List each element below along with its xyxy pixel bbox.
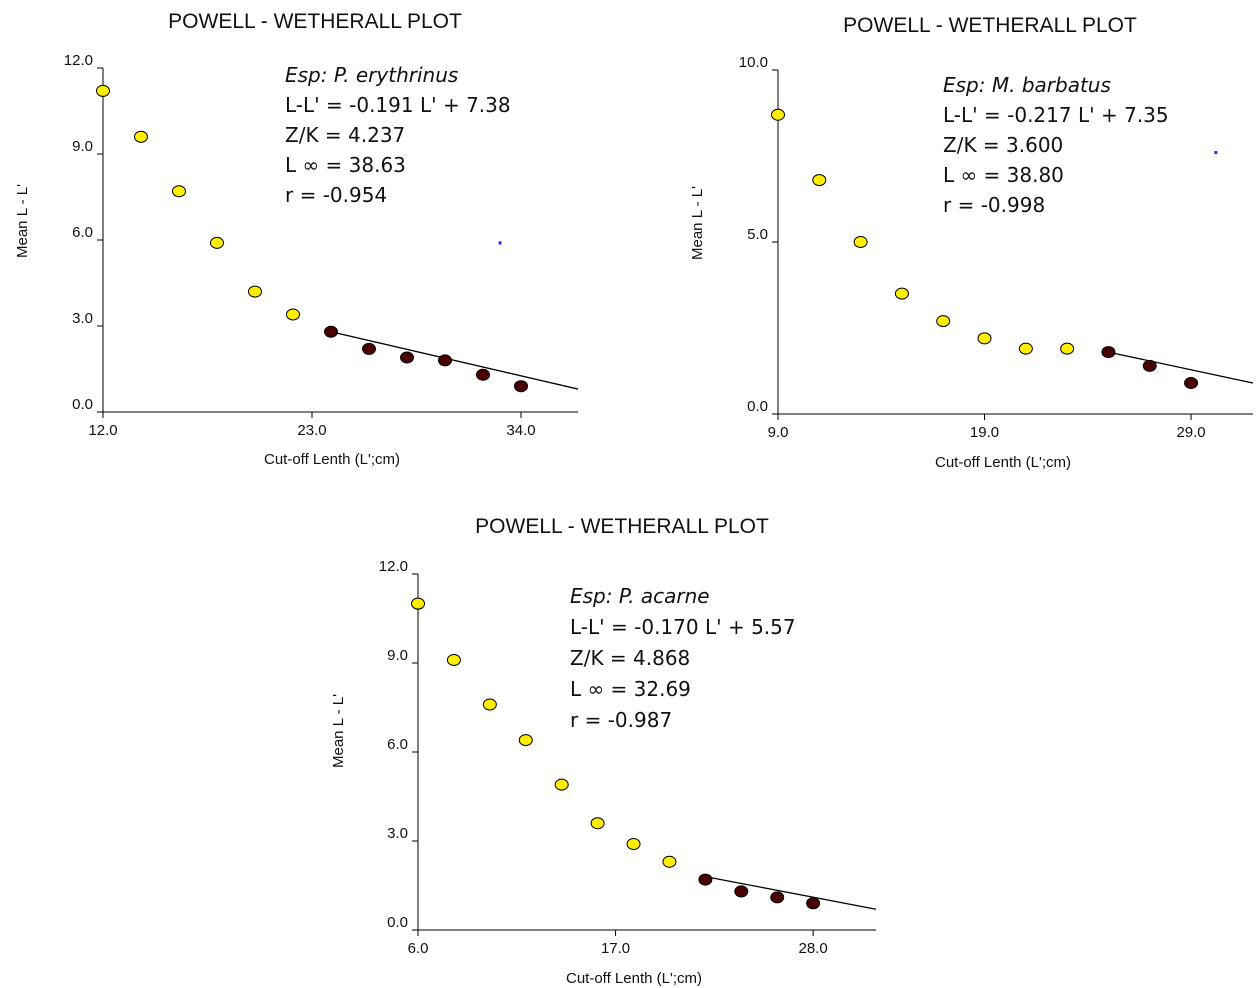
chart-title: POWELL - WETHERALL PLOT: [475, 515, 769, 538]
data-point-fitted: [1142, 359, 1157, 372]
x-axis-label: Cut-off Lenth (L';cm): [264, 451, 400, 468]
x-tick-label: 29.0: [1176, 424, 1205, 441]
x-axis-label: Cut-off Lenth (L';cm): [935, 454, 1071, 471]
data-point-excluded: [96, 84, 110, 97]
y-axis-label: Mean L - L': [689, 186, 706, 260]
zk-ratio: Z/K = 3.600: [943, 133, 1063, 157]
y-tick-label: 10.0: [739, 54, 768, 71]
correlation-r: r = -0.987: [570, 708, 672, 732]
data-point-excluded: [134, 130, 148, 143]
x-tick-label: 17.0: [601, 940, 630, 957]
x-axis-label: Cut-off Lenth (L';cm): [566, 970, 702, 987]
y-tick-label: 6.0: [72, 224, 93, 241]
data-point-excluded: [626, 837, 641, 850]
y-tick-label: 9.0: [387, 647, 408, 664]
data-point-fitted: [1184, 377, 1199, 390]
data-point-fitted: [476, 368, 490, 381]
y-axis-label: Mean L - L': [330, 694, 347, 768]
correlation-r: r = -0.954: [285, 183, 387, 207]
x-tick-label: 23.0: [297, 422, 326, 439]
data-point-excluded: [1018, 342, 1033, 355]
species-label: Esp: M. barbatus: [943, 73, 1111, 97]
plot-marks: 0.0 5.0 10.0 9.0 19.0 29.0: [739, 54, 1254, 441]
linf-value: L ∞ = 38.80: [943, 163, 1064, 187]
y-tick-label: 12.0: [64, 52, 93, 69]
y-tick-label: 0.0: [387, 914, 408, 931]
zk-ratio: Z/K = 4.237: [285, 123, 405, 147]
regression-line: [1108, 351, 1254, 384]
data-point-fitted: [1101, 346, 1116, 359]
zk-ratio: Z/K = 4.868: [570, 646, 690, 670]
chart-title: POWELL - WETHERALL PLOT: [843, 14, 1137, 37]
data-point-excluded: [936, 315, 951, 328]
data-point-fitted: [362, 342, 376, 355]
data-point-excluded: [977, 332, 992, 345]
y-axis-label: Mean L - L': [14, 184, 31, 258]
x-tick-label: 12.0: [88, 422, 117, 439]
data-point-excluded: [554, 778, 569, 791]
panel-m-barbatus: POWELL - WETHERALL PLOT 0.0 5.0 10.0 9.0 19.…: [689, 14, 1254, 471]
data-point-excluded: [248, 285, 262, 298]
data-point-excluded: [482, 698, 497, 711]
data-point-excluded: [411, 597, 425, 610]
data-point-excluded: [446, 654, 461, 667]
x-tick-label: 19.0: [970, 424, 999, 441]
y-tick-label: 12.0: [379, 558, 408, 575]
data-point-fitted: [514, 380, 528, 393]
linf-value: L ∞ = 32.69: [570, 677, 691, 701]
x-tick-label: 28.0: [799, 940, 828, 957]
y-tick-label: 3.0: [72, 310, 93, 327]
regression-equation: L-L' = -0.217 L' + 7.35: [943, 103, 1169, 127]
regression-equation: L-L' = -0.191 L' + 7.38: [285, 93, 511, 117]
chart-title: POWELL - WETHERALL PLOT: [168, 10, 462, 33]
y-tick-label: 0.0: [72, 396, 93, 413]
species-label: Esp: P. acarne: [570, 584, 710, 608]
data-point-fitted: [734, 885, 749, 898]
data-point-excluded: [286, 308, 300, 321]
data-point-excluded: [518, 734, 533, 747]
x-tick-label: 34.0: [506, 422, 535, 439]
linf-value: L ∞ = 38.63: [285, 153, 406, 177]
plot-marks: 0.0 3.0 6.0 9.0 12.0 12.0 23.0 34.0: [64, 52, 579, 439]
data-point-excluded: [662, 855, 677, 868]
data-point-excluded: [210, 236, 224, 249]
data-point-excluded: [812, 174, 827, 187]
x-tick-label: 9.0: [768, 424, 789, 441]
data-point-fitted: [806, 897, 821, 910]
y-tick-label: 3.0: [387, 825, 408, 842]
data-point-excluded: [590, 817, 605, 830]
data-point-excluded: [771, 108, 785, 121]
plot-marks: 0.0 3.0 6.0 9.0 12.0 6.0 17.0 28.0: [379, 558, 877, 957]
panel-p-acarne: POWELL - WETHERALL PLOT 0.0 3.0 6.0 9.0 12.0…: [330, 515, 877, 987]
stray-point: [498, 241, 502, 245]
panel-p-erythrinus: POWELL - WETHERALL PLOT 0.0 3.0 6.0 9.0 12.0…: [14, 10, 579, 468]
y-tick-label: 9.0: [72, 138, 93, 155]
data-point-excluded: [894, 287, 909, 300]
y-tick-label: 5.0: [747, 226, 768, 243]
data-point-fitted: [770, 891, 785, 904]
stray-point: [1214, 151, 1218, 155]
y-tick-label: 0.0: [747, 398, 768, 415]
y-tick-label: 6.0: [387, 736, 408, 753]
x-tick-label: 6.0: [408, 940, 429, 957]
data-point-fitted: [324, 325, 338, 338]
regression-line: [330, 331, 579, 390]
data-point-excluded: [172, 185, 186, 198]
data-point-fitted: [698, 873, 713, 886]
regression-line: [705, 875, 877, 910]
data-point-fitted: [400, 351, 414, 364]
data-point-excluded: [1060, 342, 1075, 355]
data-point-excluded: [853, 236, 868, 248]
data-point-fitted: [438, 354, 452, 367]
regression-equation: L-L' = -0.170 L' + 5.57: [570, 615, 796, 639]
correlation-r: r = -0.998: [943, 193, 1045, 217]
species-label: Esp: P. erythrinus: [285, 63, 458, 87]
